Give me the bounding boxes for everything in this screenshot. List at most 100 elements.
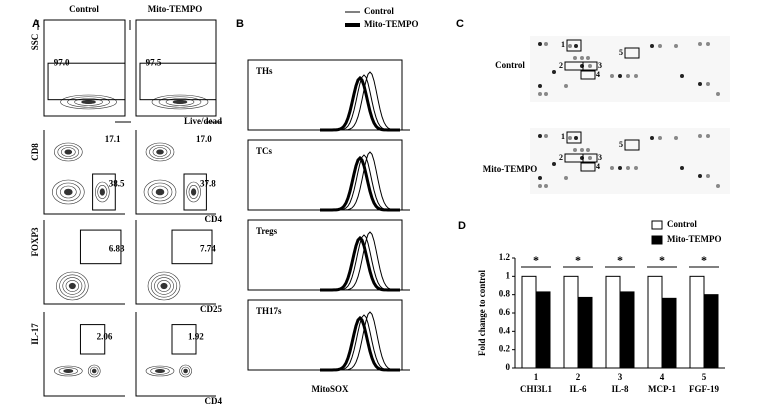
contour: [181, 366, 190, 376]
array-spot: [698, 82, 702, 86]
contour: [155, 188, 165, 196]
gate: [183, 173, 207, 211]
contour: [145, 365, 175, 377]
gate-value: 17.1: [105, 134, 121, 144]
spot-box: [624, 139, 640, 151]
histogram: [330, 231, 410, 291]
spot-box: [566, 131, 582, 144]
category-number: 5: [702, 372, 707, 382]
contour: [67, 96, 110, 108]
array-spot: [658, 136, 662, 140]
array-spot: [626, 166, 630, 170]
y-tick-label: 0.4: [499, 325, 511, 335]
bar: [563, 275, 579, 369]
contour: [99, 188, 105, 196]
contour: [54, 142, 83, 162]
y-tick-label: 0.2: [499, 344, 511, 354]
contour: [143, 179, 177, 205]
array-spot: [580, 56, 584, 60]
histogram: [320, 235, 400, 292]
category-number: 3: [618, 372, 623, 382]
gate-value: 6.83: [109, 243, 125, 253]
contour: [155, 369, 165, 373]
contour: [150, 274, 178, 298]
array-spot: [706, 134, 710, 138]
contour: [147, 271, 181, 301]
array-spot: [573, 148, 577, 152]
x-tick-label: IL-6: [569, 384, 587, 394]
array-spot: [538, 84, 542, 88]
gate: [79, 229, 122, 265]
contour: [160, 282, 168, 290]
array-spot: [586, 56, 590, 60]
y-axis-label: FOXP3: [30, 227, 40, 256]
spot-number: 1: [561, 40, 565, 49]
contour: [56, 271, 89, 301]
array-spot: [610, 166, 614, 170]
array-spot: [626, 74, 630, 78]
x-axis-label: MitoSOX: [312, 384, 349, 394]
array-spot: [680, 74, 684, 78]
contour: [147, 182, 173, 202]
contour: [61, 147, 76, 157]
legend-swatch: [651, 235, 663, 245]
gate: [171, 324, 197, 355]
x-axis-label: CD4: [205, 396, 223, 406]
spot-number: 2: [559, 153, 563, 162]
contour: [190, 188, 197, 196]
array-spot: [698, 174, 702, 178]
gate-value: 37.8: [200, 179, 216, 189]
array-spot: [552, 70, 556, 74]
category-number: 1: [534, 372, 539, 382]
contour: [156, 149, 164, 155]
contour: [151, 94, 209, 110]
contour: [62, 277, 83, 295]
array-spot: [568, 44, 572, 48]
array-spot: [650, 136, 654, 140]
bar: [619, 291, 635, 369]
array-spot: [698, 134, 702, 138]
contour: [183, 368, 188, 374]
x-axis-label: CD25: [200, 304, 222, 314]
gate-value: 38.5: [109, 179, 125, 189]
x-axis-label: CD4: [205, 214, 223, 224]
y-axis-label: SSC: [30, 34, 40, 51]
histogram: [330, 151, 410, 211]
axis-arrow: [129, 20, 222, 123]
significance-mark: *: [659, 253, 665, 267]
contour: [68, 282, 76, 290]
array-spot: [588, 64, 592, 68]
contour: [149, 144, 171, 160]
array-spot: [610, 74, 614, 78]
gate-value: 7.74: [200, 243, 216, 253]
gate: [47, 62, 126, 101]
contour: [63, 369, 74, 373]
gate-value: 17.0: [196, 134, 212, 144]
array-spot: [674, 136, 678, 140]
spot-number: 4: [596, 70, 600, 79]
population-label: THs: [256, 66, 273, 76]
gate: [92, 173, 116, 211]
column-header: Mito-TEMPO: [148, 4, 203, 14]
plot-axes: [135, 312, 216, 397]
bar: [703, 294, 719, 369]
array-spot: [564, 84, 568, 88]
array-spot: [674, 44, 678, 48]
histogram: [320, 75, 400, 132]
contour: [186, 181, 201, 203]
y-tick-label: 0: [506, 362, 511, 372]
x-tick-label: FGF-19: [689, 384, 719, 394]
histogram: [320, 155, 400, 212]
contour: [145, 142, 175, 162]
spot-number: 3: [598, 61, 602, 70]
array-spot: [538, 184, 542, 188]
array-spot: [650, 44, 654, 48]
y-tick-label: 1: [506, 270, 511, 280]
contour: [172, 99, 188, 105]
histogram: [330, 71, 410, 131]
category-number: 2: [576, 372, 581, 382]
contour: [64, 149, 73, 155]
legend-label: Mito-TEMPO: [667, 234, 722, 244]
array-spot: [586, 148, 590, 152]
contour: [56, 182, 81, 202]
